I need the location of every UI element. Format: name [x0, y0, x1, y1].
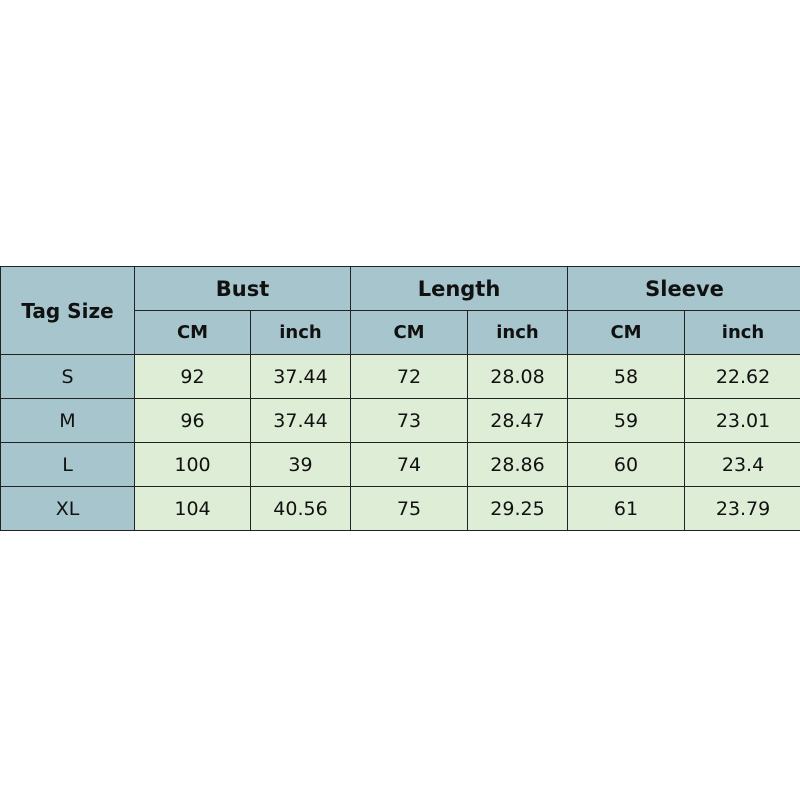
value-cell: 39: [250, 442, 351, 487]
size-cell: M: [0, 398, 135, 443]
value-cell: 22.62: [684, 354, 800, 399]
value-cell: 28.86: [466, 442, 569, 487]
value-cell: 58: [567, 354, 686, 399]
table-row: L 100 39 74 28.86 60 23.4: [0, 442, 800, 487]
value-cell: 74: [350, 442, 468, 487]
unit-header: CM: [350, 310, 468, 355]
value-cell: 92: [134, 354, 251, 399]
value-cell: 40.56: [250, 486, 351, 531]
value-cell: 60: [567, 442, 686, 487]
value-cell: 28.08: [466, 354, 569, 399]
length-header: Length: [349, 266, 569, 311]
value-cell: 73: [350, 398, 468, 443]
value-cell: 96: [134, 398, 251, 443]
value-cell: 104: [134, 486, 251, 531]
value-cell: 28.47: [466, 398, 569, 443]
tag-size-header: Tag Size: [0, 266, 135, 355]
sleeve-header: Sleeve: [567, 266, 800, 311]
value-cell: 29.25: [466, 486, 569, 531]
unit-header: CM: [567, 310, 686, 355]
value-cell: 75: [350, 486, 468, 531]
size-cell: L: [0, 442, 135, 487]
value-cell: 72: [350, 354, 468, 399]
unit-header: inch: [466, 310, 569, 355]
value-cell: 23.4: [684, 442, 800, 487]
table-row: S 92 37.44 72 28.08 58 22.62: [0, 354, 800, 399]
size-chart-table: Tag Size Bust Length Sleeve CM inch CM i…: [0, 266, 800, 531]
size-cell: S: [0, 354, 135, 399]
value-cell: 61: [567, 486, 686, 531]
value-cell: 59: [567, 398, 686, 443]
table-row: M 96 37.44 73 28.47 59 23.01: [0, 398, 800, 443]
value-cell: 23.79: [684, 486, 800, 531]
table-row: XL 104 40.56 75 29.25 61 23.79: [0, 486, 800, 531]
value-cell: 37.44: [250, 398, 351, 443]
value-cell: 37.44: [250, 354, 351, 399]
unit-header: inch: [684, 310, 800, 355]
bust-header: Bust: [134, 266, 351, 311]
unit-header: CM: [134, 310, 251, 355]
value-cell: 100: [134, 442, 251, 487]
value-cell: 23.01: [684, 398, 800, 443]
unit-header: inch: [250, 310, 351, 355]
size-cell: XL: [0, 486, 135, 531]
